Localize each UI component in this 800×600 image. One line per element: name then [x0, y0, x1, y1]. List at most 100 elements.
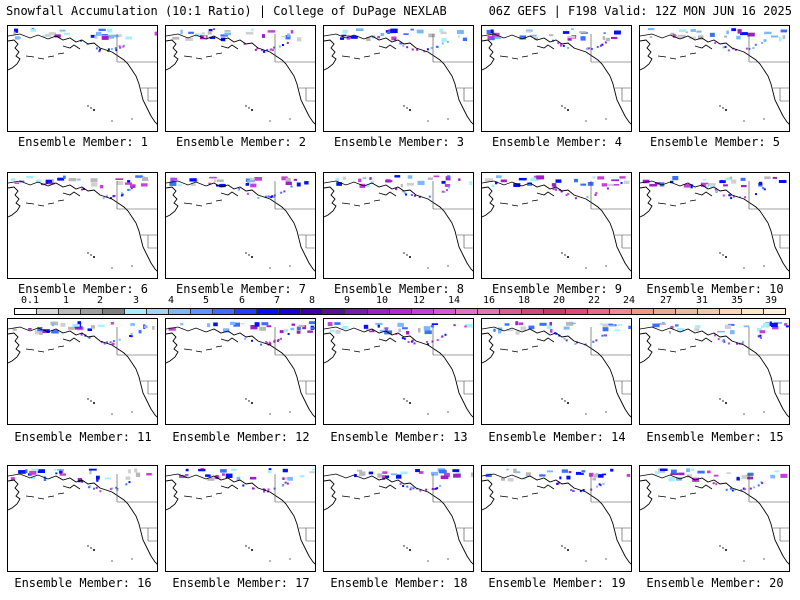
- member-map-panel: [481, 318, 632, 425]
- member-caption: Ensemble Member: 4: [491, 135, 623, 149]
- colorbar-swatch: [389, 309, 412, 314]
- header: Snowfall Accumulation (10:1 Ratio) | Col…: [0, 0, 800, 22]
- member-caption: Ensemble Member: 19: [488, 576, 626, 590]
- colorbar-swatch: [191, 309, 214, 314]
- member-caption: Ensemble Member: 9: [491, 282, 623, 296]
- member-map-panel: [323, 318, 474, 425]
- member-caption: Ensemble Member: 8: [333, 282, 465, 296]
- member-caption: Ensemble Member: 17: [172, 576, 310, 590]
- colorbar-label: 8: [308, 295, 316, 306]
- member-caption: Ensemble Member: 7: [175, 282, 307, 296]
- colorbar-swatch: [764, 309, 786, 314]
- colorbar-label: 10: [375, 295, 389, 306]
- member-caption: Ensemble Member: 15: [646, 430, 784, 444]
- colorbar-label: 6: [238, 295, 246, 306]
- member-caption: Ensemble Member: 5: [649, 135, 781, 149]
- colorbar-swatch: [477, 309, 500, 314]
- colorbar-label: 3: [132, 295, 140, 306]
- colorbar-swatch: [675, 309, 698, 314]
- colorbar-swatch: [15, 309, 38, 314]
- member-caption: Ensemble Member: 11: [14, 430, 152, 444]
- member-map-panel: [7, 465, 158, 572]
- member-map-panel: [639, 465, 790, 572]
- colorbar-label: 4: [167, 295, 175, 306]
- colorbar-label: 31: [695, 295, 709, 306]
- colorbar-swatch: [720, 309, 743, 314]
- colorbar-swatch: [279, 309, 302, 314]
- colorbar-label: 12: [412, 295, 426, 306]
- colorbar-label: 39: [764, 295, 778, 306]
- colorbar-label: 20: [552, 295, 566, 306]
- colorbar-swatch: [301, 309, 324, 314]
- colorbar-swatch: [521, 309, 544, 314]
- colorbar-swatch: [147, 309, 170, 314]
- member-caption: Ensemble Member: 10: [646, 282, 784, 296]
- colorbar-label: 18: [517, 295, 531, 306]
- colorbar-swatch: [411, 309, 434, 314]
- colorbar-label: 35: [730, 295, 744, 306]
- colorbar-labels: 0.1 1 2 3 4 5 6 7 8 9 10 12 14 16 18 20 22 24 27 31 35 39: [14, 295, 786, 307]
- colorbar-label: 22: [587, 295, 601, 306]
- colorbar-swatch: [609, 309, 632, 314]
- header-left-title: Snowfall Accumulation (10:1 Ratio) | Col…: [6, 4, 447, 18]
- colorbar-swatch: [433, 309, 456, 314]
- colorbar-swatch: [345, 309, 368, 314]
- colorbar-swatch: [697, 309, 720, 314]
- colorbar-label: 27: [659, 295, 673, 306]
- member-caption: Ensemble Member: 3: [333, 135, 465, 149]
- member-caption: Ensemble Member: 16: [14, 576, 152, 590]
- member-map-panel: [639, 172, 790, 279]
- colorbar-label: 2: [96, 295, 104, 306]
- member-caption: Ensemble Member: 14: [488, 430, 626, 444]
- colorbar-swatch: [367, 309, 390, 314]
- colorbar-swatch: [742, 309, 765, 314]
- colorbar-swatch: [257, 309, 280, 314]
- member-map-panel: [481, 465, 632, 572]
- colorbar-label: 16: [482, 295, 496, 306]
- colorbar-swatch: [59, 309, 82, 314]
- colorbar-label: 14: [447, 295, 461, 306]
- member-map-panel: [7, 25, 158, 132]
- member-map-panel: [323, 465, 474, 572]
- member-caption: Ensemble Member: 18: [330, 576, 468, 590]
- member-map-panel: [639, 318, 790, 425]
- member-map-panel: [481, 172, 632, 279]
- member-caption: Ensemble Member: 20: [646, 576, 784, 590]
- member-caption: Ensemble Member: 12: [172, 430, 310, 444]
- member-map-panel: [639, 25, 790, 132]
- colorbar-swatch: [587, 309, 610, 314]
- colorbar-label: 5: [202, 295, 210, 306]
- colorbar-label: 7: [273, 295, 281, 306]
- member-caption: Ensemble Member: 1: [17, 135, 149, 149]
- member-caption: Ensemble Member: 6: [17, 282, 149, 296]
- colorbar-swatch: [565, 309, 588, 314]
- colorbar-label: 1: [62, 295, 70, 306]
- colorbar-swatch: [169, 309, 192, 314]
- colorbar-swatch: [653, 309, 676, 314]
- member-map-panel: [165, 25, 316, 132]
- member-caption: Ensemble Member: 2: [175, 135, 307, 149]
- colorbar-swatch: [81, 309, 104, 314]
- colorbar-swatch: [37, 309, 60, 314]
- colorbar: 0.1 1 2 3 4 5 6 7 8 9 10 12 14 16 18 20 22 24 27 31 35 39: [14, 295, 786, 321]
- colorbar-label: 0.1: [20, 295, 40, 306]
- member-map-panel: [165, 465, 316, 572]
- colorbar-swatches: [14, 308, 786, 315]
- colorbar-swatch: [631, 309, 654, 314]
- member-map-panel: [7, 172, 158, 279]
- colorbar-swatch: [103, 309, 126, 314]
- member-map-panel: [7, 318, 158, 425]
- colorbar-swatch: [235, 309, 258, 314]
- member-map-panel: [323, 172, 474, 279]
- member-map-panel: [165, 172, 316, 279]
- colorbar-swatch: [125, 309, 148, 314]
- member-map-panel: [165, 318, 316, 425]
- colorbar-swatch: [499, 309, 522, 314]
- member-map-panel: [323, 25, 474, 132]
- header-right-title: 06Z GEFS | F198 Valid: 12Z MON JUN 16 20…: [488, 4, 792, 18]
- colorbar-swatch: [213, 309, 236, 314]
- member-map-panel: [481, 25, 632, 132]
- colorbar-swatch: [543, 309, 566, 314]
- colorbar-swatch: [455, 309, 478, 314]
- colorbar-swatch: [323, 309, 346, 314]
